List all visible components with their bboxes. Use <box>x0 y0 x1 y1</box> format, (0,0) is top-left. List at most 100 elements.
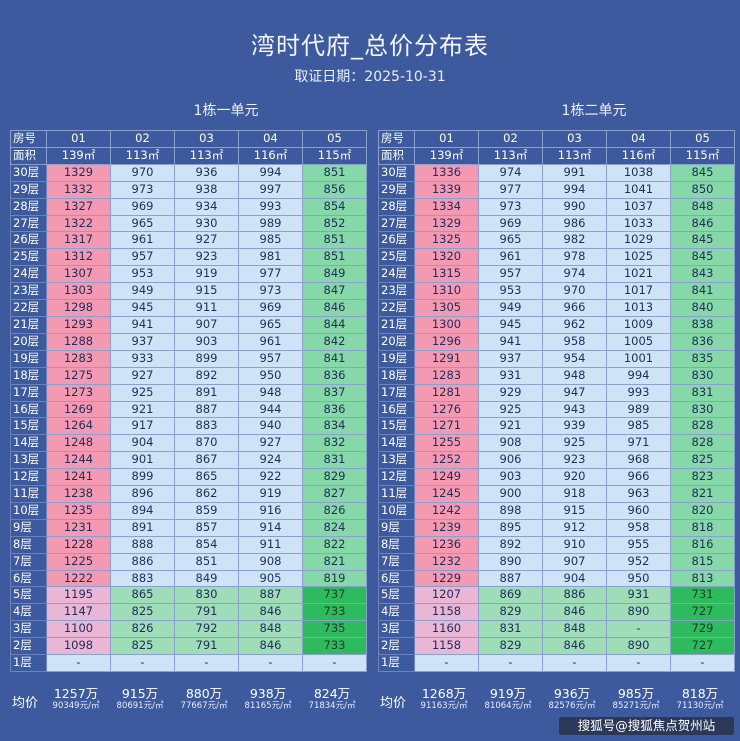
price-cell: 845 <box>670 163 735 182</box>
floor-row: 9层 1239 895 912 958 818 <box>378 518 735 537</box>
price-cell: 887 <box>174 400 239 419</box>
price-cell: 890 <box>478 552 543 571</box>
price-cell: 813 <box>670 569 735 588</box>
price-cell: 867 <box>174 451 239 470</box>
floor-label: 29层 <box>10 180 47 199</box>
price-cell: 836 <box>670 332 735 351</box>
price-cell: 836 <box>302 400 367 419</box>
avg-total: 824万 <box>313 686 351 701</box>
floor-label: 30层 <box>378 163 415 182</box>
price-cell: 914 <box>238 518 303 537</box>
floor-label: 8层 <box>378 535 415 554</box>
floor-row: 3层 1100 826 792 848 735 <box>10 620 367 639</box>
price-cell: 1317 <box>46 231 111 250</box>
price-cell: 895 <box>478 518 543 537</box>
price-cell: 925 <box>542 434 607 453</box>
price-cell: 961 <box>110 231 175 250</box>
floor-label: 30层 <box>10 163 47 182</box>
price-cell: 954 <box>542 349 607 368</box>
price-cell: 896 <box>110 485 175 503</box>
price-cell: 991 <box>542 163 607 182</box>
floor-row: 22层 1305 949 966 1013 840 <box>378 299 735 317</box>
floor-label: 6层 <box>378 569 415 588</box>
price-cell: 1300 <box>414 315 479 334</box>
floor-row: 23层 1310 953 970 1017 841 <box>378 282 735 301</box>
price-cell: 1009 <box>606 315 671 334</box>
price-cell: 1329 <box>46 163 111 182</box>
price-cell: 1160 <box>414 620 479 639</box>
floor-label: 20层 <box>10 332 47 351</box>
area-value: 115㎡ <box>670 146 735 165</box>
price-cell: 908 <box>478 434 543 453</box>
avg-total: 1268万 <box>421 686 467 701</box>
price-cell: - <box>606 654 671 672</box>
room-no: 02 <box>478 130 543 148</box>
price-cell: 840 <box>670 299 735 317</box>
avg-unit-price: 82576元/㎡ <box>548 701 596 711</box>
avg-price: 824万 71834元/㎡ <box>300 686 364 712</box>
price-cell: 1222 <box>46 569 111 588</box>
price-cell: 919 <box>238 485 303 503</box>
floor-label: 21层 <box>10 315 47 334</box>
price-cell: 971 <box>606 434 671 453</box>
price-cell: 1305 <box>414 299 479 317</box>
price-cell: 854 <box>302 197 367 216</box>
floor-row: 8层 1236 892 910 955 816 <box>378 535 735 554</box>
price-cell: 1283 <box>46 349 111 368</box>
price-cell: 985 <box>238 231 303 250</box>
price-cell: 943 <box>542 400 607 419</box>
floor-row: 24层 1315 957 974 1021 843 <box>378 265 735 284</box>
floor-row: 2层 1158 829 846 890 727 <box>378 637 735 656</box>
avg-price: 1257万 90349元/㎡ <box>44 687 108 712</box>
floor-label: 6层 <box>10 569 47 588</box>
avg-label-right: 均价 <box>380 696 407 711</box>
floor-label: 10层 <box>10 501 47 520</box>
floor-row: 13层 1252 906 923 968 825 <box>378 451 735 470</box>
floor-label: 14层 <box>378 434 415 453</box>
floor-label: 27层 <box>378 214 415 233</box>
floor-label: 4层 <box>378 603 415 622</box>
floor-label: 16层 <box>10 400 47 419</box>
floor-row: 29层 1339 977 994 1041 850 <box>378 180 735 199</box>
room-no: 03 <box>542 130 607 148</box>
avg-total: 936万 <box>553 686 591 701</box>
price-cell: 948 <box>542 366 607 385</box>
price-cell: 835 <box>670 349 735 368</box>
floor-label: 14层 <box>10 434 47 453</box>
price-cell: 823 <box>670 468 735 487</box>
price-cell: 977 <box>238 265 303 284</box>
price-cell: 905 <box>238 569 303 588</box>
price-cell: 1225 <box>46 552 111 571</box>
price-cell: 1013 <box>606 299 671 317</box>
price-cell: 886 <box>110 552 175 571</box>
price-cell: 883 <box>174 417 239 436</box>
floor-row: 26层 1325 965 982 1029 845 <box>378 231 735 250</box>
price-cell: 948 <box>238 383 303 402</box>
room-no: 02 <box>110 130 175 148</box>
price-cell: 925 <box>110 383 175 402</box>
price-cell: 1248 <box>46 434 111 453</box>
price-cell: 887 <box>238 586 303 605</box>
price-cell: 911 <box>238 535 303 554</box>
price-cell: 945 <box>478 315 543 334</box>
price-cell: 857 <box>174 518 239 537</box>
floor-row: 4层 1147 825 791 846 733 <box>10 603 367 622</box>
price-cell: 949 <box>478 299 543 317</box>
price-cell: 953 <box>478 282 543 301</box>
avg-price: 915万 80691元/㎡ <box>108 687 172 712</box>
floor-row: 10层 1235 894 859 916 826 <box>10 501 367 520</box>
price-cell: 1329 <box>414 214 479 233</box>
price-cell: 727 <box>670 637 735 656</box>
floor-label: 15层 <box>10 417 47 436</box>
price-cell: 846 <box>238 603 303 622</box>
price-cell: 886 <box>542 586 607 605</box>
price-cell: 1281 <box>414 383 479 402</box>
price-cell: 846 <box>302 299 367 317</box>
floor-row: 15层 1271 921 939 985 828 <box>378 417 735 436</box>
floor-row: 16层 1269 921 887 944 836 <box>10 400 367 419</box>
price-cell: 1025 <box>606 248 671 267</box>
floor-row: 5层 1207 869 886 931 731 <box>378 586 735 605</box>
price-cell: 824 <box>302 518 367 537</box>
floor-row: 30层 1329 970 936 994 851 <box>10 163 367 182</box>
price-cell: 816 <box>670 535 735 554</box>
